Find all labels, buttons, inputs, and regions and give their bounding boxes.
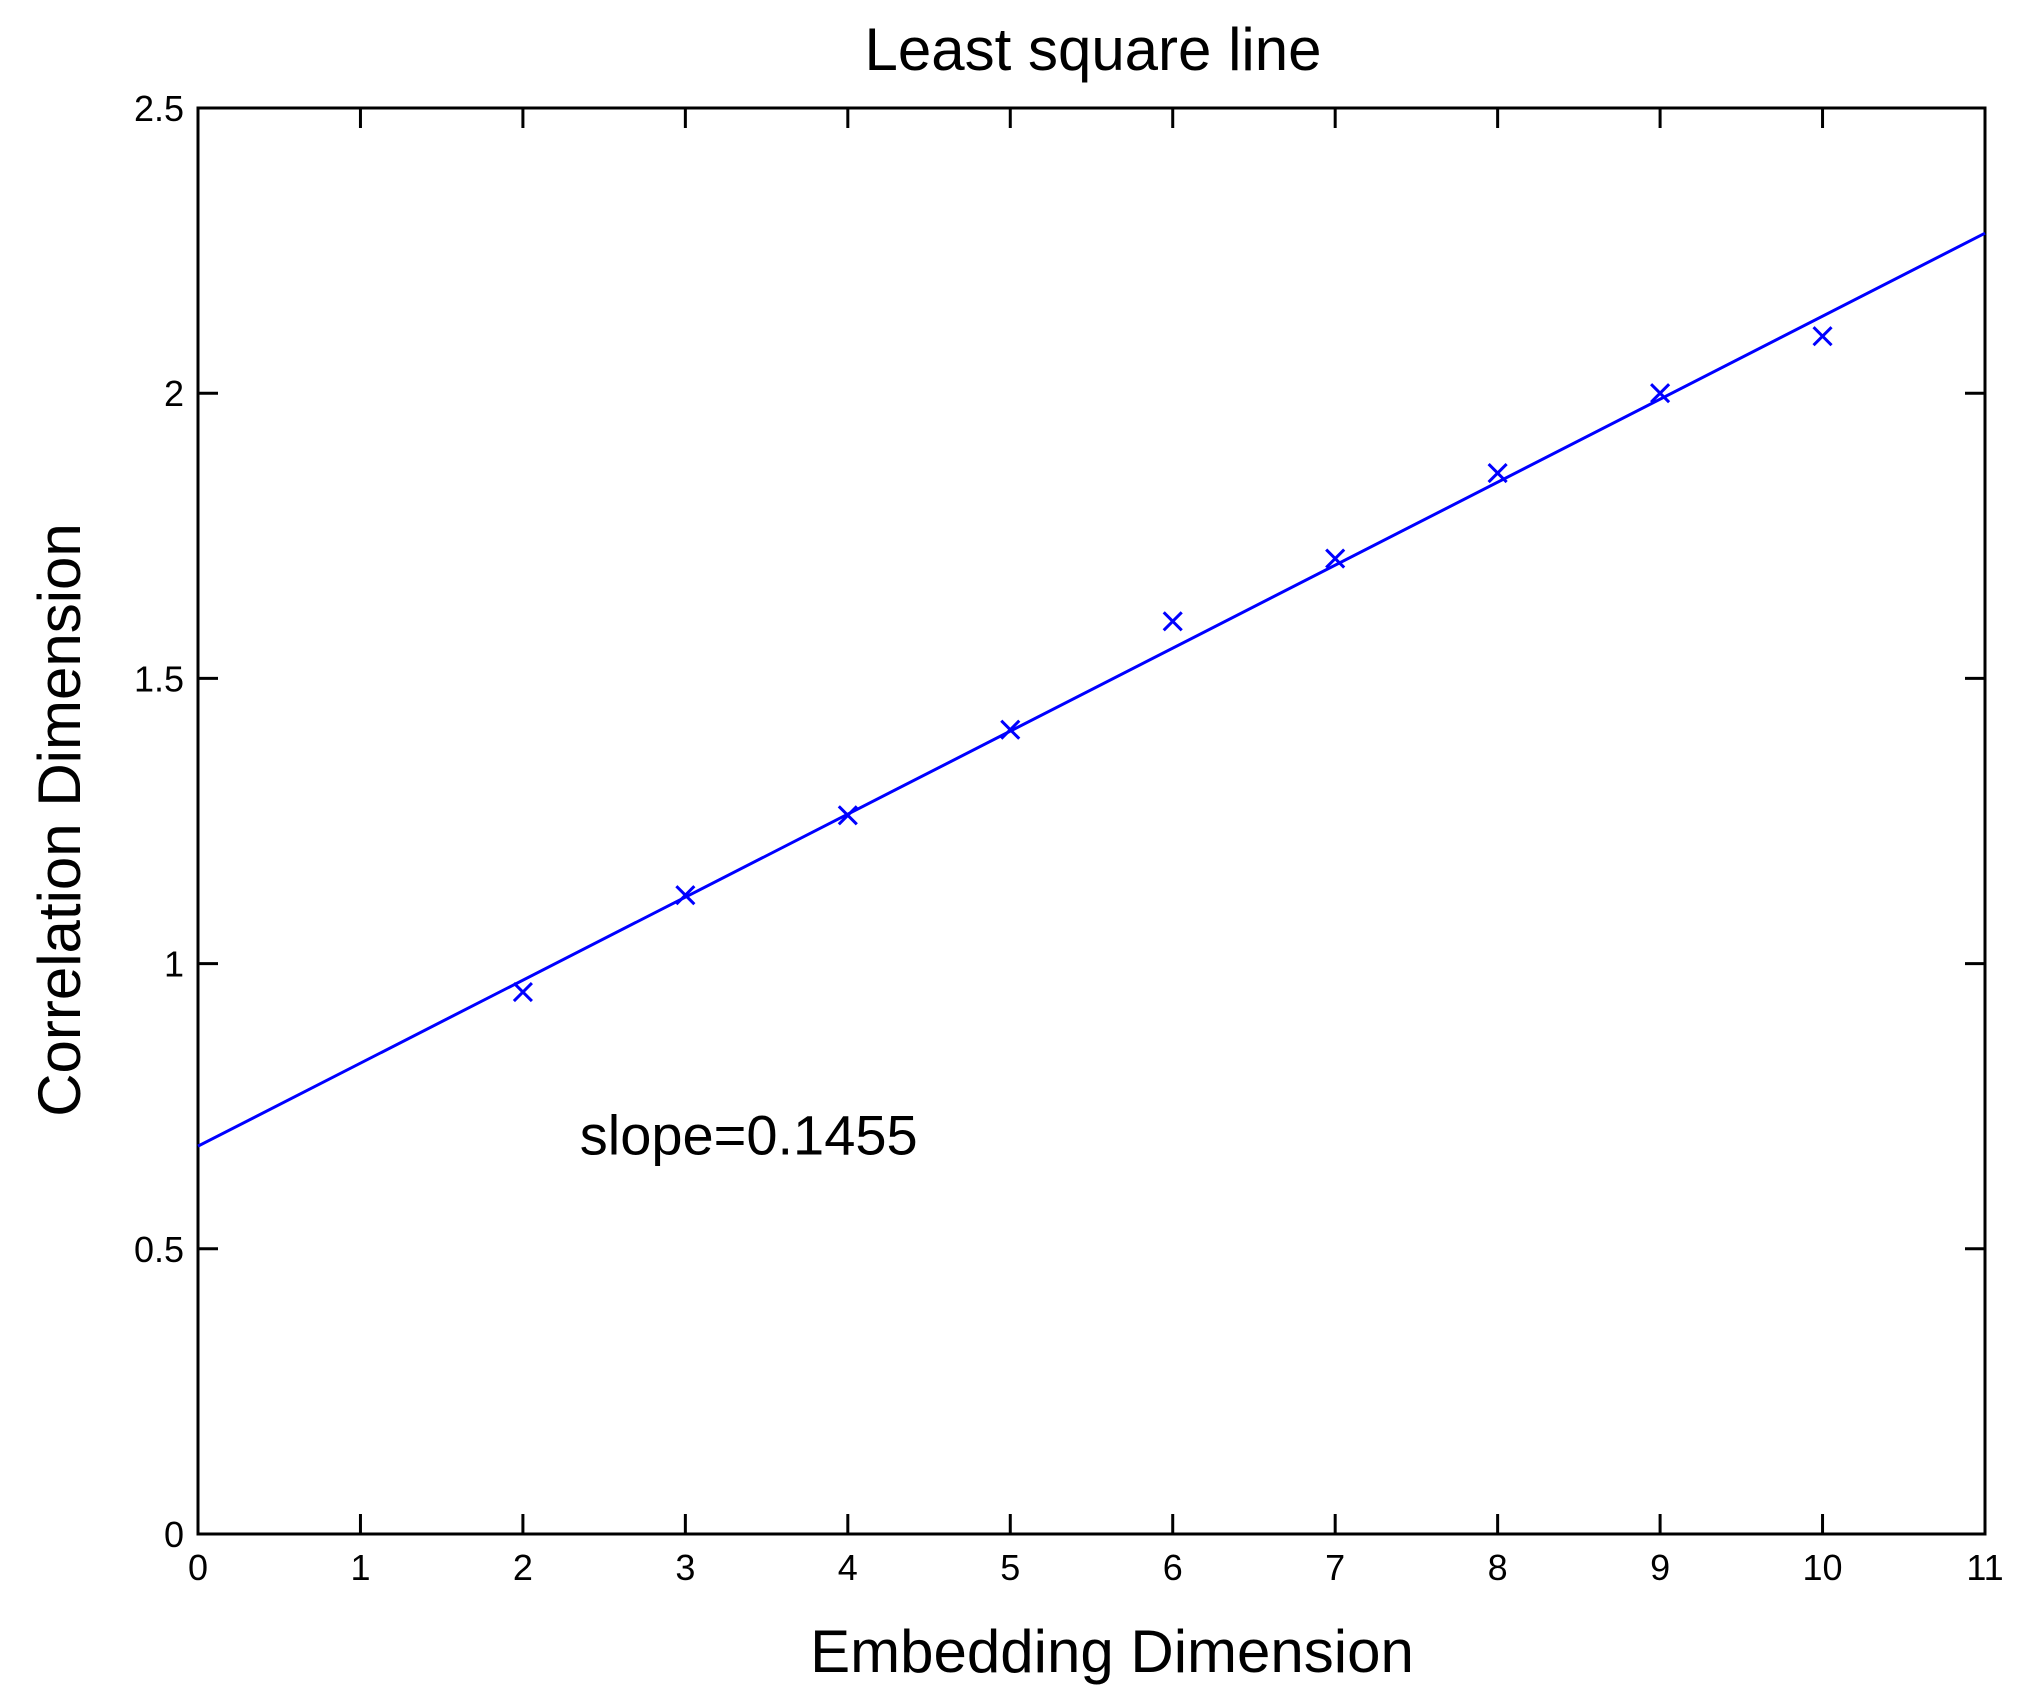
data-point-marker (1325, 548, 1346, 569)
x-tick-label: 3 (675, 1547, 695, 1588)
y-tick-label: 0.5 (134, 1229, 184, 1270)
slope-annotation: slope=0.1455 (580, 1104, 918, 1167)
data-point-marker (1162, 611, 1183, 632)
y-tick-label: 1 (164, 944, 184, 985)
chart-title: Least square line (865, 16, 1322, 83)
data-point-marker (837, 805, 858, 826)
data-point-marker (675, 885, 696, 906)
x-tick-label: 2 (513, 1547, 533, 1588)
y-tick-label: 1.5 (134, 658, 184, 699)
x-axis-label: Embedding Dimension (810, 1618, 1414, 1685)
x-tick-label: 9 (1650, 1547, 1670, 1588)
x-tick-label: 7 (1325, 1547, 1345, 1588)
x-tick-label: 6 (1163, 1547, 1183, 1588)
y-tick-label: 0 (164, 1514, 184, 1555)
x-tick-label: 4 (838, 1547, 858, 1588)
x-tick-label: 10 (1803, 1547, 1843, 1588)
x-tick-label: 5 (1000, 1547, 1020, 1588)
plot-frame (196, 106, 1987, 1536)
y-tick-label: 2.5 (134, 88, 184, 129)
x-tick-label: 0 (188, 1547, 208, 1588)
fit-line (197, 231, 1986, 1148)
x-tick-label: 1 (350, 1547, 370, 1588)
x-tick-label: 11 (1966, 1547, 2003, 1588)
plot-area: 0 1 2 3 4 5 6 7 8 9 10 11 0 0.5 1 1.5 2 2.5 slope=0.1455 (134, 88, 2004, 1588)
data-point-marker (1650, 383, 1671, 404)
data-point-marker (1000, 719, 1021, 740)
data-point-marker (1812, 326, 1833, 347)
y-tick-label: 2 (164, 373, 184, 414)
data-point-marker (512, 982, 533, 1003)
y-axis-label: Correlation Dimension (26, 523, 93, 1117)
data-point-marker (1487, 462, 1508, 484)
x-tick-label: 8 (1488, 1547, 1508, 1588)
